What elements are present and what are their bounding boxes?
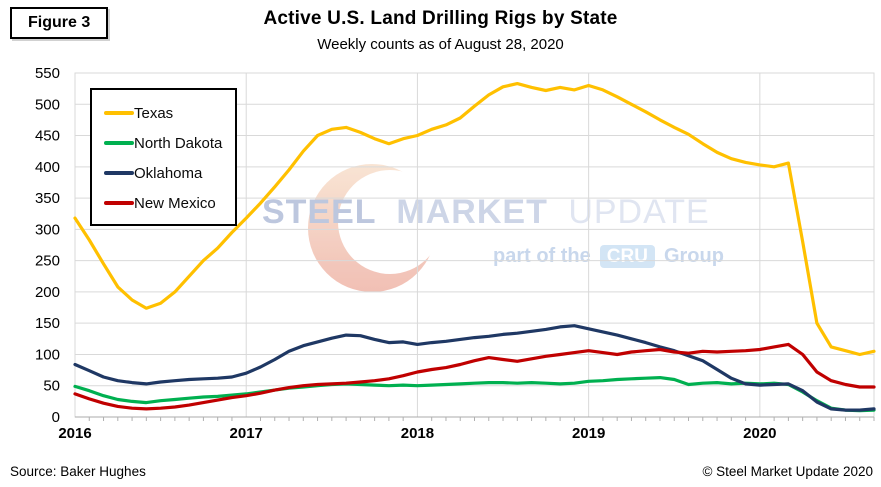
y-axis-tick-label: 0 bbox=[52, 409, 60, 426]
watermark-market: MARKET bbox=[396, 193, 548, 231]
legend-item-new-mexico: New Mexico bbox=[104, 188, 235, 218]
series-line-oklahoma bbox=[73, 324, 876, 412]
y-axis-tick-label: 150 bbox=[35, 315, 60, 332]
series-line-north-dakota bbox=[73, 376, 876, 413]
y-axis-tick-label: 500 bbox=[35, 96, 60, 113]
copyright-note: © Steel Market Update 2020 bbox=[702, 464, 873, 479]
legend-item-north-dakota: North Dakota bbox=[104, 128, 235, 158]
crescent-logo-icon bbox=[308, 164, 436, 292]
x-axis-tick-label: 2016 bbox=[58, 425, 91, 442]
chart-legend: Texas North Dakota Oklahoma New Mexico bbox=[90, 88, 237, 226]
x-axis-tick-label: 2019 bbox=[572, 425, 605, 442]
watermark-part-of-the: part of the bbox=[493, 245, 591, 267]
watermark-group: Group bbox=[663, 245, 724, 267]
figure-label: Figure 3 bbox=[10, 7, 109, 39]
legend-label-north-dakota: North Dakota bbox=[134, 134, 223, 152]
legend-item-oklahoma: Oklahoma bbox=[104, 158, 235, 188]
y-axis-tick-label: 300 bbox=[35, 221, 60, 238]
watermark-steel: STEEL bbox=[262, 193, 376, 231]
chart-area: STEEL MARKET UPDATE part of the CRU Grou… bbox=[0, 60, 881, 455]
legend-label-texas: Texas bbox=[134, 104, 174, 122]
series-line-texas bbox=[73, 82, 876, 357]
legend-swatch-oklahoma bbox=[104, 171, 134, 175]
legend-item-texas: Texas bbox=[104, 98, 235, 128]
y-axis-tick-label: 400 bbox=[35, 159, 60, 176]
y-axis-tick-label: 50 bbox=[43, 378, 60, 395]
x-axis-tick-label: 2018 bbox=[401, 425, 434, 442]
chart-title: Active U.S. Land Drilling Rigs by State bbox=[263, 8, 618, 29]
legend-swatch-texas bbox=[104, 111, 134, 115]
footer: Source: Baker Hughes © Steel Market Upda… bbox=[10, 464, 873, 479]
legend-label-oklahoma: Oklahoma bbox=[134, 164, 203, 182]
chart-subtitle: Weekly counts as of August 28, 2020 bbox=[317, 36, 564, 53]
legend-swatch-new-mexico bbox=[104, 201, 134, 205]
y-axis-tick-label: 250 bbox=[35, 253, 60, 270]
watermark-wordmark: STEEL MARKET UPDATE bbox=[262, 193, 709, 232]
watermark-update: UPDATE bbox=[568, 193, 710, 231]
y-axis-tick-label: 550 bbox=[35, 65, 60, 82]
y-axis-tick-label: 450 bbox=[35, 128, 60, 145]
y-axis-tick-label: 350 bbox=[35, 190, 60, 207]
y-axis-tick-label: 100 bbox=[35, 346, 60, 363]
watermark: STEEL MARKET UPDATE part of the CRU Grou… bbox=[0, 60, 881, 455]
cru-logo-icon: CRU bbox=[599, 245, 655, 268]
y-axis-tick-label: 200 bbox=[35, 284, 60, 301]
legend-label-new-mexico: New Mexico bbox=[134, 194, 216, 212]
source-note: Source: Baker Hughes bbox=[10, 464, 146, 479]
legend-swatch-north-dakota bbox=[104, 141, 134, 145]
x-axis-tick-label: 2020 bbox=[743, 425, 776, 442]
watermark-cru-line: part of the CRU Group bbox=[493, 245, 724, 268]
series-line-new-mexico bbox=[73, 342, 876, 411]
x-axis-tick-label: 2017 bbox=[230, 425, 263, 442]
